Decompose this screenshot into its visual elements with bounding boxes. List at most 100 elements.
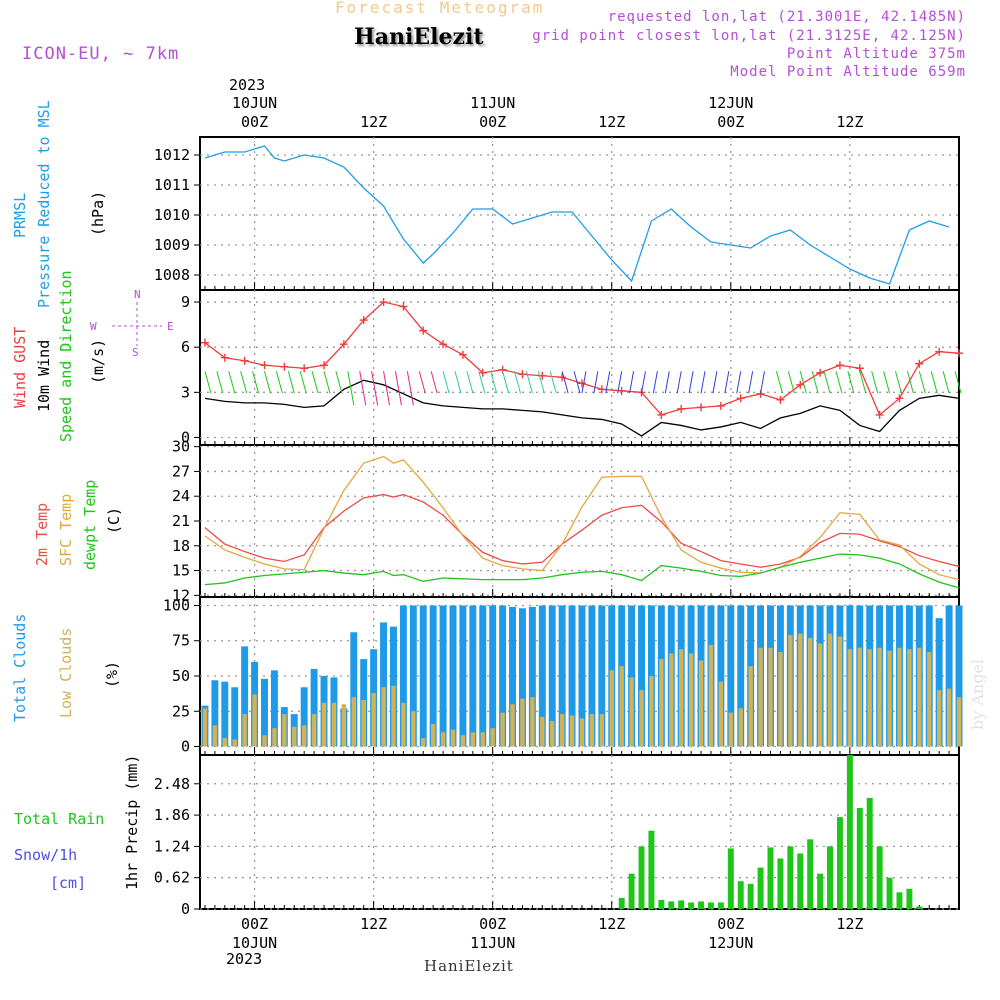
- low-clouds-bar: [569, 715, 575, 747]
- y-tick-label: 1008: [154, 266, 190, 284]
- gust-point: [895, 394, 904, 403]
- low-clouds-bar: [698, 660, 704, 747]
- low-clouds-bar: [341, 704, 347, 747]
- low-clouds-bar: [222, 738, 227, 747]
- wind-direction-arrow: [347, 371, 355, 406]
- wind-direction-arrow: [676, 371, 682, 394]
- y-tick-label: 25: [172, 702, 190, 720]
- gust-point: [339, 340, 348, 349]
- wind-direction-arrow: [573, 371, 581, 394]
- low-clouds-bar: [927, 652, 932, 747]
- panel-frame-1: [199, 289, 960, 446]
- wind-direction-arrow: [537, 371, 545, 394]
- series-line-10m-wind: [204, 379, 960, 437]
- low-clouds-bar: [758, 647, 763, 747]
- wind-direction-arrow: [930, 371, 938, 394]
- top-day-label: 11JUN: [470, 94, 515, 112]
- low-clouds-bar: [530, 697, 535, 747]
- rain-bar: [727, 848, 734, 909]
- wind-direction-arrow: [454, 371, 462, 394]
- wind-direction-arrow: [394, 371, 402, 406]
- gust-point: [280, 362, 289, 371]
- snow-unit-label: [cm]: [50, 874, 87, 892]
- low-clouds-bar: [331, 702, 337, 747]
- top-hour-label: 00Z: [717, 113, 744, 131]
- wind-direction-arrow: [775, 371, 783, 394]
- series-line-2m-temp: [204, 493, 960, 568]
- wind-compass: N W E S: [90, 288, 174, 359]
- total-clouds-bar: [509, 606, 517, 747]
- wind-direction-arrow: [787, 371, 795, 394]
- gust-point: [915, 359, 924, 368]
- low-clouds-bar: [897, 647, 902, 747]
- y-tick-label: 1.86: [154, 806, 190, 824]
- rain-bar: [846, 755, 853, 909]
- rain-bar: [628, 873, 635, 909]
- gust-point: [518, 370, 527, 379]
- y-tick-label: 12: [172, 586, 190, 604]
- low-clouds-bar: [381, 687, 386, 747]
- wind-direction-arrow: [216, 371, 224, 394]
- total-clouds-bar: [241, 646, 249, 747]
- low-clouds-bar: [867, 649, 872, 747]
- wind-direction-arrow: [700, 371, 706, 394]
- total-clouds-bar: [310, 668, 318, 747]
- total-clouds-bar: [231, 687, 239, 747]
- gust-point: [260, 361, 269, 370]
- bottom-hour-label: 00Z: [241, 915, 268, 933]
- wind-direction-arrow: [299, 371, 307, 394]
- total-clouds-bar: [439, 605, 447, 747]
- gridpoint-coords: grid point closest lon,lat (21.3125E, 42…: [532, 28, 966, 44]
- compass-south: S: [132, 346, 139, 359]
- y-tick-label: 0: [181, 738, 190, 756]
- top-hour-label: 12Z: [360, 113, 387, 131]
- wind-direction-arrow: [371, 371, 379, 406]
- low-clouds-bar: [619, 666, 624, 747]
- bottom-day-label: 10JUN: [232, 934, 277, 952]
- low-clouds-bar: [262, 735, 267, 747]
- bottom-hour-label: 12Z: [836, 915, 863, 933]
- y-tick-label: 100: [163, 596, 190, 614]
- total-clouds-bar: [955, 605, 963, 747]
- low-clouds-bar: [242, 714, 247, 747]
- wind-direction-arrow: [871, 371, 879, 394]
- gust-point: [439, 340, 448, 349]
- wind-direction-arrow: [466, 371, 474, 394]
- rain-bar: [767, 847, 774, 909]
- y-tick-label: 1.24: [154, 837, 190, 855]
- rain-bar: [737, 881, 744, 909]
- low-clouds-bar: [609, 670, 614, 747]
- gust-point: [597, 385, 606, 394]
- rain-bar: [896, 892, 903, 909]
- bottom-day-label: 11JUN: [470, 934, 515, 952]
- low-clouds-bar: [252, 694, 257, 747]
- low-clouds-bar: [401, 702, 406, 747]
- wind-direction-arrow: [204, 371, 212, 394]
- wind-direction-arrow: [359, 371, 367, 406]
- wind-direction-arrow: [406, 371, 414, 406]
- total-clouds-bar: [499, 605, 507, 747]
- wind-direction-arrow: [918, 371, 926, 394]
- rain-bar: [906, 888, 913, 909]
- wind-direction-arrow: [502, 371, 510, 394]
- wind-direction-arrow: [724, 371, 730, 394]
- bottom-hour-label: 00Z: [479, 915, 506, 933]
- wind-direction-arrow: [823, 371, 831, 394]
- low-clouds-bar: [550, 721, 555, 747]
- gust-point: [955, 349, 963, 358]
- y-tick-label: 18: [172, 537, 190, 555]
- gust-point: [419, 326, 428, 335]
- low-clouds-bar: [292, 726, 297, 747]
- total-clouds-bar: [221, 681, 229, 747]
- gust-point: [617, 386, 626, 395]
- total-clouds-bar: [419, 605, 427, 747]
- low-clouds-bar: [629, 677, 634, 747]
- wind-direction-arrow: [629, 371, 635, 394]
- wind-direction-arrow: [942, 371, 950, 394]
- total-clouds-bar: [469, 605, 477, 747]
- wind-direction-arrow: [799, 371, 807, 394]
- wind-direction-arrow: [430, 371, 438, 394]
- gust-point: [220, 353, 229, 362]
- low-clouds-bar: [540, 716, 545, 747]
